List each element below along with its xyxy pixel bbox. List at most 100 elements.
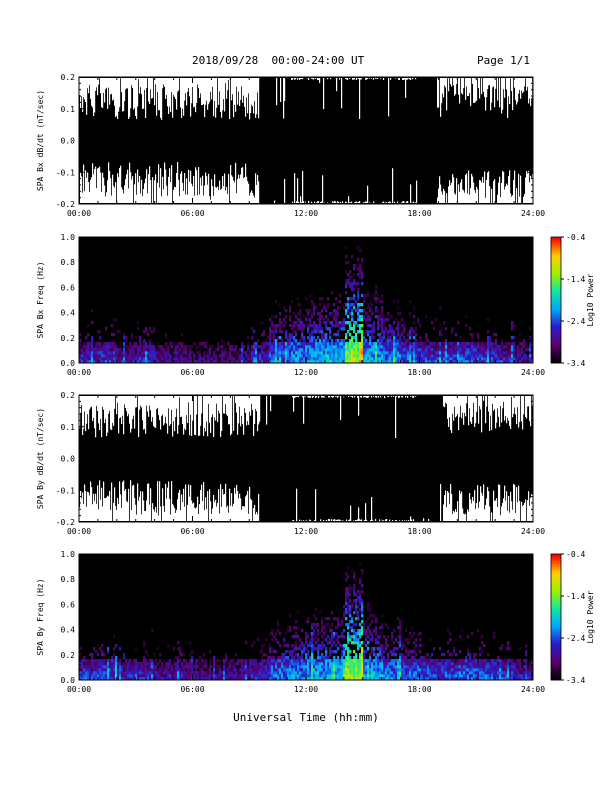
spectrogram-cell	[257, 674, 260, 678]
spectrogram-cell	[329, 360, 332, 364]
spectrogram-cell	[297, 297, 300, 301]
spectrogram-cell	[217, 348, 220, 352]
spectrogram-cell	[125, 345, 128, 349]
spectrogram-cell	[471, 336, 474, 340]
spectrogram-cell	[343, 348, 346, 352]
spectrogram-cell	[277, 641, 280, 645]
spectrogram-cell	[165, 662, 168, 666]
spectrogram-cell	[403, 351, 406, 355]
spectrogram-cell	[337, 330, 340, 334]
spectrogram-cell	[289, 354, 292, 358]
waveform-gap	[85, 170, 87, 203]
waveform-gap	[209, 489, 211, 521]
spectrogram-cell	[273, 327, 276, 331]
spectrogram-cell	[433, 345, 436, 349]
spectrogram-cell	[269, 632, 272, 636]
spectrogram-cell	[311, 656, 314, 660]
waveform-gap	[463, 513, 465, 521]
panel-bx-spectrogram	[79, 237, 534, 364]
waveform-gap	[303, 201, 305, 203]
spectrogram-cell	[105, 668, 108, 672]
waveform-gap	[355, 201, 357, 203]
spectrogram-cell	[335, 360, 338, 364]
waveform-gap	[159, 78, 161, 111]
spectrogram-cell	[257, 665, 260, 669]
spectrogram-cell	[303, 324, 306, 328]
spectrogram-cell	[103, 662, 106, 666]
waveform-gap	[91, 177, 93, 203]
spectrogram-cell	[323, 303, 326, 307]
spectrogram-cell	[313, 330, 316, 334]
spectrogram-cell	[283, 360, 286, 364]
y-tick-label: -0.1	[56, 486, 75, 495]
spectrogram-cell	[125, 668, 128, 672]
spectrogram-cell	[129, 342, 132, 346]
spectrogram-cell	[303, 315, 306, 319]
spectrogram-cell	[209, 662, 212, 666]
spectrogram-cell	[495, 339, 498, 343]
spectrogram-cell	[91, 677, 94, 681]
spectrogram-cell	[513, 342, 516, 346]
waveform-gap	[228, 173, 230, 203]
spectrogram-cell	[385, 342, 388, 346]
waveform-gap	[488, 171, 490, 203]
spectrogram-cell	[527, 348, 530, 352]
spectrogram-cell	[441, 360, 444, 364]
spectrogram-cell	[397, 351, 400, 355]
spectrogram-cell	[385, 339, 388, 343]
spectrogram-cell	[275, 677, 278, 681]
spectrogram-cell	[271, 348, 274, 352]
waveform-gap	[352, 396, 354, 398]
spectrogram-cell	[263, 348, 266, 352]
spectrogram-cell	[529, 345, 532, 349]
spectrogram-cell	[321, 336, 324, 340]
spectrogram-cell	[223, 345, 226, 349]
spectrogram-cell	[327, 662, 330, 666]
spectrogram-cell	[187, 665, 190, 669]
spectrogram-cell	[517, 339, 520, 343]
spectrogram-cell	[317, 330, 320, 334]
waveform-gap	[165, 483, 167, 521]
waveform-gap	[320, 519, 322, 521]
waveform-gap	[210, 78, 212, 92]
spectrogram-cell	[377, 297, 380, 301]
waveform-gap	[363, 396, 365, 398]
spectrogram-cell	[349, 303, 352, 307]
spectrogram-cell	[189, 677, 192, 681]
spectrogram-cell	[481, 360, 484, 364]
spectrogram-cell	[373, 294, 376, 298]
spectrogram-cell	[375, 351, 378, 355]
spectrogram-cell	[425, 345, 428, 349]
waveform-gap	[402, 396, 404, 398]
waveform-gap	[306, 519, 308, 521]
spectrogram-cell	[181, 342, 184, 346]
spectrogram-cell	[415, 333, 418, 337]
spectrogram-cell	[493, 354, 496, 358]
waveform-gap	[499, 396, 501, 427]
spectrogram-cell	[225, 653, 228, 657]
waveform-gap	[203, 78, 205, 105]
spectrogram-cell	[451, 330, 454, 334]
spectrogram-cell	[435, 345, 438, 349]
spectrogram-cell	[171, 357, 174, 361]
spectrogram-cell	[355, 357, 358, 361]
waveform-gap	[215, 396, 217, 421]
spectrogram-cell	[481, 342, 484, 346]
spectrogram-cell	[345, 342, 348, 346]
spectrogram-cell	[175, 656, 178, 660]
waveform-gap	[494, 179, 496, 203]
spectrogram-cell	[305, 671, 308, 675]
spectrogram-cell	[461, 348, 464, 352]
spectrogram-cell	[189, 668, 192, 672]
spectrogram-cell	[147, 357, 150, 361]
spectrogram-cell	[477, 357, 480, 361]
waveform-gap	[442, 194, 444, 203]
spectrogram-cell	[197, 345, 200, 349]
spectrogram-cell	[335, 342, 338, 346]
spectrogram-cell	[161, 348, 164, 352]
spectrogram-cell	[305, 647, 308, 651]
spectrogram-cell	[241, 348, 244, 352]
spectrogram-cell	[111, 671, 114, 675]
waveform-gap	[404, 202, 406, 203]
